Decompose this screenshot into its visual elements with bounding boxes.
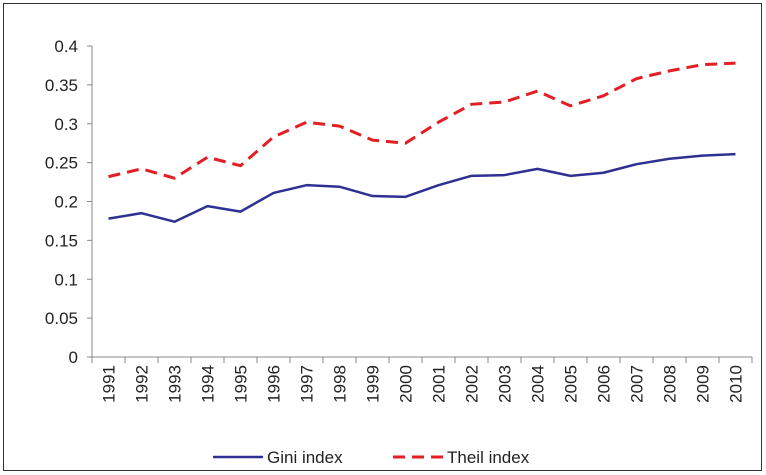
- x-tick-label: 2007: [628, 365, 647, 403]
- x-tick-label: 1998: [331, 365, 350, 403]
- x-tick-label: 1995: [232, 365, 251, 403]
- x-tick-label: 2005: [562, 365, 581, 403]
- y-tick-label: 0.15: [45, 231, 78, 250]
- x-tick-label: 1999: [364, 365, 383, 403]
- x-tick-label: 2002: [463, 365, 482, 403]
- x-tick-label: 1992: [133, 365, 152, 403]
- y-tick-label: 0.35: [45, 76, 78, 95]
- x-tick-label: 1991: [100, 365, 119, 403]
- series-line: [108, 152, 736, 223]
- x-tick-label: 1994: [199, 365, 218, 403]
- x-tick-label: 2008: [661, 365, 680, 403]
- x-tick-label: 2000: [397, 365, 416, 403]
- legend-label: Gini index: [267, 448, 343, 467]
- x-tick-label: 2006: [595, 365, 614, 403]
- y-tick-label: 0.2: [54, 193, 78, 212]
- x-tick-label: 2004: [529, 365, 548, 403]
- x-tick-label: 2010: [727, 365, 746, 403]
- x-tick-label: 2009: [694, 365, 713, 403]
- x-tick-label: 2001: [430, 365, 449, 403]
- x-tick-label: 1993: [166, 365, 185, 403]
- legend-label: Theil index: [447, 448, 530, 467]
- y-tick-label: 0.25: [45, 154, 78, 173]
- y-tick-label: 0.05: [45, 309, 78, 328]
- y-tick-label: 0.1: [54, 270, 78, 289]
- y-tick-label: 0.3: [54, 115, 78, 134]
- x-tick-label: 1997: [298, 365, 317, 403]
- chart-border: [3, 3, 762, 471]
- y-tick-label: 0: [69, 348, 78, 367]
- x-tick-label: 1996: [265, 365, 284, 403]
- series-line: [108, 61, 736, 180]
- y-tick-label: 0.4: [54, 37, 78, 56]
- x-tick-label: 2003: [496, 365, 515, 403]
